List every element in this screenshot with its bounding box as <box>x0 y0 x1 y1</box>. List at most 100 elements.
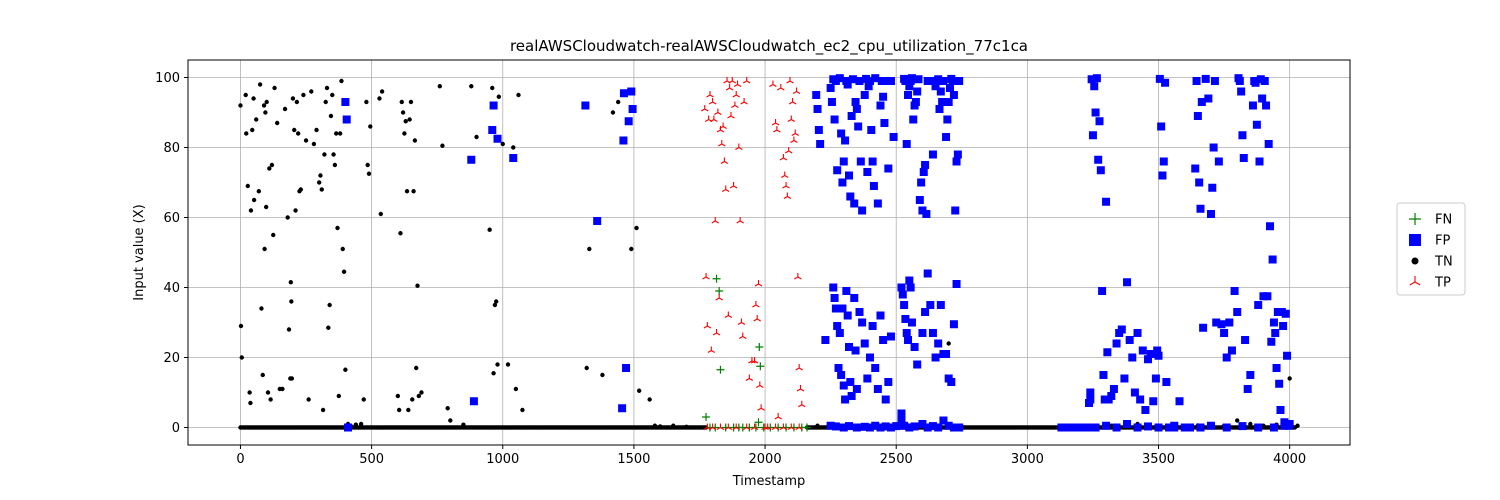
point-tp <box>729 182 738 189</box>
point-fp <box>628 105 637 113</box>
point-fp <box>1175 397 1184 406</box>
legend-label-tn: TN <box>1434 255 1453 270</box>
point-fp <box>865 353 874 362</box>
point-tn <box>469 84 474 89</box>
point-fp <box>907 74 916 83</box>
series-fp <box>341 74 1294 432</box>
point-fp <box>1130 388 1139 397</box>
point-fp <box>1112 423 1121 432</box>
point-fp <box>851 98 860 106</box>
point-tp <box>779 154 788 161</box>
point-tn <box>445 406 450 411</box>
point-tn <box>261 103 267 108</box>
point-fp <box>1078 423 1087 432</box>
point-fp <box>845 422 854 431</box>
point-tn <box>251 96 256 101</box>
point-tn <box>238 323 244 329</box>
point-fp <box>852 105 861 113</box>
point-tn <box>403 119 408 124</box>
point-fp <box>841 136 850 145</box>
point-tn <box>322 152 327 157</box>
point-tn <box>293 208 298 213</box>
point-tp <box>715 294 723 301</box>
point-tn <box>303 138 309 143</box>
point-fp <box>944 98 953 106</box>
point-fp <box>1149 397 1158 406</box>
point-tn <box>634 225 639 231</box>
point-fp <box>865 77 874 85</box>
point-tn <box>474 134 479 140</box>
point-tn <box>326 325 331 330</box>
point-fp <box>1073 423 1082 432</box>
point-fp <box>469 397 478 406</box>
x-tick-label: 3000 <box>1011 452 1044 467</box>
point-fp <box>865 423 874 432</box>
point-tn <box>505 362 511 367</box>
point-fp <box>344 423 353 432</box>
point-fp <box>1094 155 1103 164</box>
point-fp <box>871 74 880 83</box>
point-tn <box>262 246 267 252</box>
point-tn <box>520 407 525 413</box>
point-fp <box>944 421 953 430</box>
point-tp <box>750 423 759 430</box>
point-fp <box>1285 420 1294 428</box>
point-tp <box>719 122 727 129</box>
point-fp <box>897 283 906 292</box>
legend-marker-tn <box>1411 257 1419 265</box>
point-tn <box>461 422 466 427</box>
point-tn <box>1287 376 1292 381</box>
point-fp <box>873 385 882 393</box>
point-fp <box>1252 120 1261 129</box>
legend-item-tp: TP <box>1409 276 1451 291</box>
point-fp <box>905 82 914 91</box>
point-tn <box>513 386 519 392</box>
point-tp <box>711 217 719 224</box>
point-tn <box>314 127 319 133</box>
point-fp <box>814 126 823 134</box>
point-fp <box>843 80 852 89</box>
point-fp <box>1254 423 1263 432</box>
point-tp <box>787 423 796 430</box>
point-fp <box>879 336 888 344</box>
x-tick-label: 1500 <box>617 452 650 467</box>
point-fp <box>831 422 840 431</box>
point-fp <box>914 75 923 84</box>
point-fp <box>863 374 872 383</box>
point-fp <box>845 343 854 351</box>
point-fp <box>852 423 861 432</box>
point-tn <box>288 280 294 285</box>
point-fp <box>1275 379 1284 388</box>
point-fp <box>1230 287 1239 295</box>
point-tn <box>263 204 269 210</box>
point-tp <box>771 119 780 126</box>
point-fp <box>856 157 865 166</box>
point-fp <box>1227 346 1236 355</box>
point-tn <box>239 355 244 360</box>
point-fp <box>827 98 836 106</box>
point-fp <box>847 392 856 400</box>
point-tn <box>1261 423 1266 428</box>
point-tn <box>244 131 249 136</box>
point-fp <box>812 91 821 99</box>
point-fn <box>702 413 711 421</box>
series-tp <box>700 77 806 430</box>
point-fp <box>949 320 958 329</box>
point-fn <box>715 287 724 295</box>
point-fp <box>1235 77 1244 85</box>
point-fp <box>881 422 890 431</box>
point-fp <box>858 206 867 215</box>
point-fn <box>751 423 760 432</box>
point-fp <box>902 329 911 337</box>
point-fp <box>1123 420 1132 428</box>
point-tp <box>788 98 797 105</box>
point-tn <box>260 372 265 378</box>
point-tn <box>815 423 820 428</box>
point-tp <box>740 98 748 105</box>
point-fp <box>1088 131 1097 140</box>
point-fp <box>1246 371 1255 379</box>
point-tn <box>328 113 334 119</box>
point-fp <box>1120 374 1129 383</box>
point-fp <box>1222 423 1231 432</box>
point-tn <box>492 302 498 308</box>
